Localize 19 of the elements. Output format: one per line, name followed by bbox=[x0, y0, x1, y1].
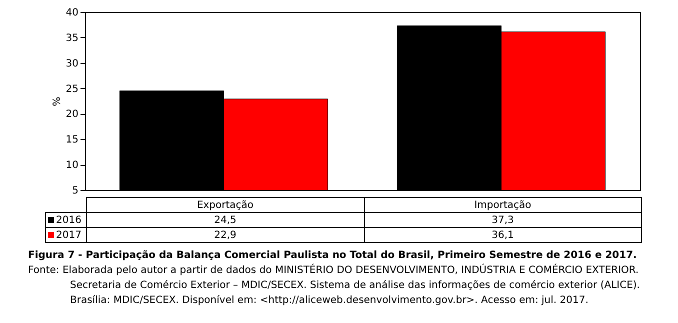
x-tick-label: Importação bbox=[364, 198, 642, 212]
y-tick-label: 35 bbox=[66, 32, 78, 44]
data-label: 36,1 bbox=[364, 228, 642, 242]
y-tick-label: 30 bbox=[66, 58, 78, 70]
y-tick-label: 10 bbox=[66, 160, 78, 172]
source-note: Fonte: Elaborada pelo autor a partir de dados do MINISTÉRIO DO DESENVOLVIMENTO, INDÚSTRIA E COMÉRCIO EXTERIOR. Secretaria de Comércio Exterior – MDIC/SECEX. Sistema de análise das informações de comércio exterior (ALICE). Brasília: MDIC/SECEX. Disponível em: <http://aliceweb.desenvolvimento.gov.br>. Acesso em: jul. 2017. bbox=[28, 263, 641, 308]
y-tick-label: 25 bbox=[66, 84, 78, 95]
data-label: 22,9 bbox=[86, 228, 364, 242]
y-tick-label: 40 bbox=[66, 8, 78, 18]
data-label: 37,3 bbox=[364, 212, 642, 228]
y-tick-label: 5 bbox=[72, 186, 78, 196]
y-tick-label: 15 bbox=[66, 134, 78, 146]
x-tick-label: Exportação bbox=[86, 198, 364, 212]
text: Figura 7 - Participação da Balança Comercial Paulista no Total do Brasil, Primeiro Semestre de 2016 e 2017. bbox=[28, 249, 638, 263]
y-tick-label: 20 bbox=[66, 109, 78, 120]
legend-label: 2017 bbox=[46, 228, 86, 242]
data-label: 24,5 bbox=[86, 212, 364, 228]
y-axis-title: % bbox=[52, 96, 63, 106]
legend-label: 2016 bbox=[46, 212, 86, 228]
